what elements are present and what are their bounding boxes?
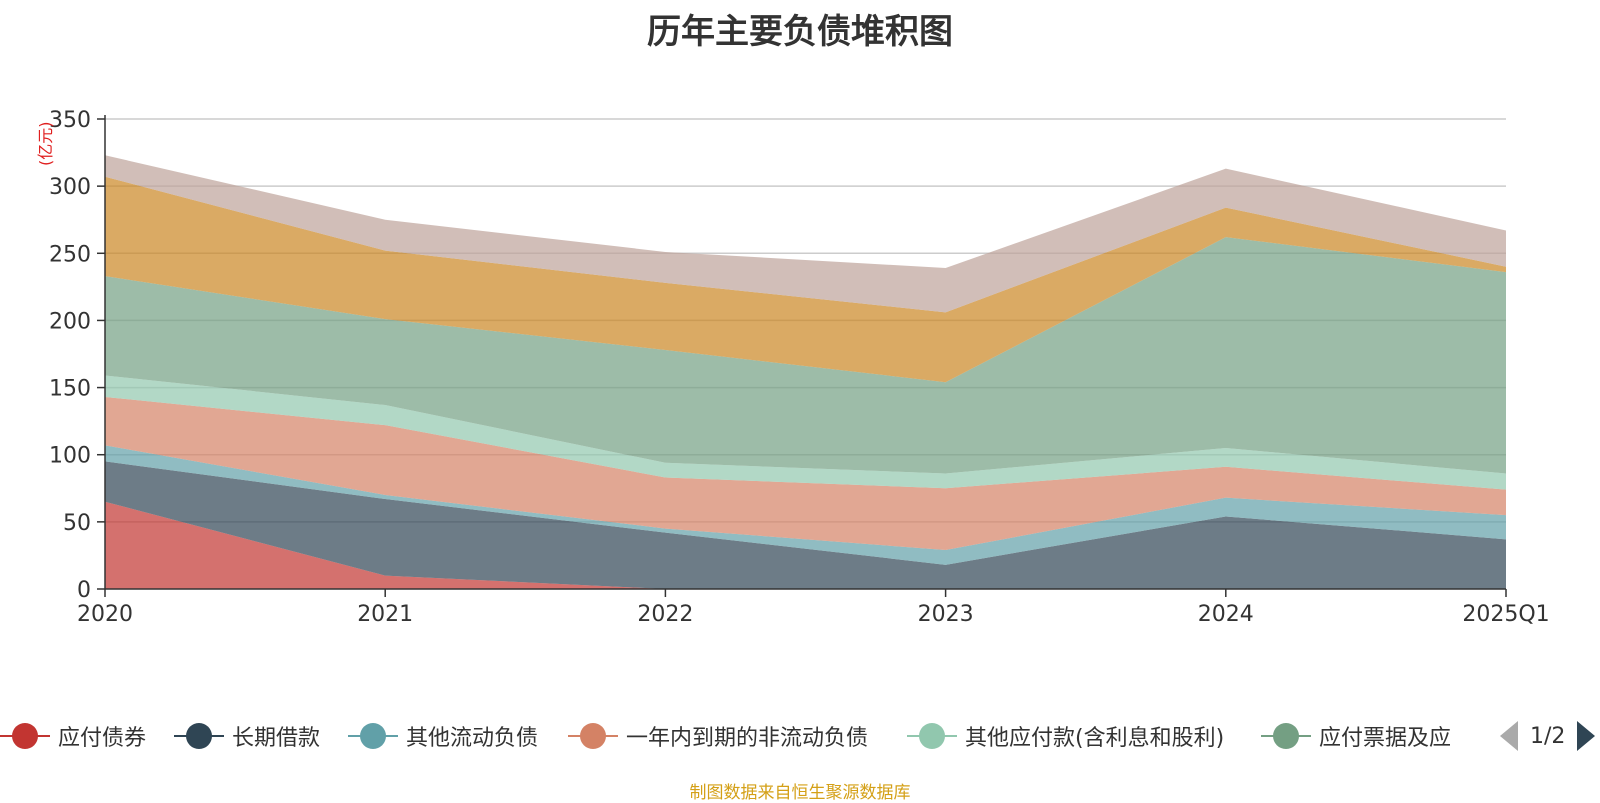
legend-swatch-icon <box>568 722 618 750</box>
legend-pager: 1/2 <box>1500 712 1596 760</box>
legend-swatch-icon <box>0 722 50 750</box>
legend: 应付债券 长期借款 其他流动负债 一年内到期的非流动负债 其他应付款(含利息和股利) 应付… <box>0 712 1600 760</box>
area-series-5 <box>105 237 1506 474</box>
y-tick-label: 0 <box>77 578 91 603</box>
x-tick-label: 2023 <box>918 602 974 627</box>
legend-label: 应付债券 <box>58 726 147 751</box>
area-series-4 <box>105 375 1506 490</box>
legend-item[interactable]: 长期借款 <box>174 712 320 760</box>
y-tick-label: 250 <box>49 242 91 267</box>
x-tick-label: 2022 <box>637 602 693 627</box>
x-tick-label: 2024 <box>1198 602 1254 627</box>
legend-swatch-icon <box>174 722 224 750</box>
stacked-area-chart: 0 50 100 150 200 250 300 350 2020 2021 2022 2023 202… <box>36 108 1550 627</box>
legend-label: 长期借款 <box>232 726 321 751</box>
area-series-0 <box>105 501 1506 589</box>
legend-swatch-icon <box>907 722 957 750</box>
legend-item[interactable]: 一年内到期的非流动负债 <box>568 712 868 760</box>
legend-item[interactable]: 其他流动负债 <box>348 712 538 760</box>
legend-swatch-icon <box>348 722 398 750</box>
source-note: 制图数据来自恒生聚源数据库 <box>689 783 911 803</box>
triangle-left-icon[interactable] <box>1500 721 1518 751</box>
x-tick-label: 2020 <box>77 602 133 627</box>
y-tick-label: 50 <box>63 511 91 536</box>
legend-label: 其他流动负债 <box>406 726 539 751</box>
area-series-2 <box>105 445 1506 565</box>
legend-item[interactable]: 其他应付款(含利息和股利) <box>907 712 1224 760</box>
legend-page-indicator: 1/2 <box>1530 723 1566 749</box>
axes: 0 50 100 150 200 250 300 350 2020 2021 2022 2023 202… <box>49 108 1550 627</box>
chart-title: 历年主要负债堆积图 <box>647 12 953 52</box>
area-series <box>105 155 1506 589</box>
area-series-3 <box>105 396 1506 551</box>
legend-label: 其他应付款(含利息和股利) <box>965 726 1225 751</box>
y-tick-label: 200 <box>49 309 91 334</box>
area-series-6 <box>105 176 1506 383</box>
x-tick-label: 2021 <box>357 602 413 627</box>
y-tick-label: 300 <box>49 175 91 200</box>
y-tick-label: 100 <box>49 444 91 469</box>
legend-swatch-icon <box>1261 722 1311 750</box>
triangle-right-icon[interactable] <box>1577 721 1596 751</box>
y-tick-label: 150 <box>49 377 91 402</box>
legend-label: 一年内到期的非流动负债 <box>626 726 869 751</box>
area-series-7 <box>105 155 1506 313</box>
legend-item[interactable]: 应付债券 <box>0 712 146 760</box>
y-axis-unit-label: (亿元) <box>36 122 55 167</box>
x-tick-label: 2025Q1 <box>1462 602 1549 627</box>
legend-item[interactable]: 应付票据及应 <box>1261 712 1451 760</box>
area-series-1 <box>105 461 1506 589</box>
y-tick-label: 350 <box>49 108 91 133</box>
legend-label: 应付票据及应 <box>1319 726 1452 751</box>
